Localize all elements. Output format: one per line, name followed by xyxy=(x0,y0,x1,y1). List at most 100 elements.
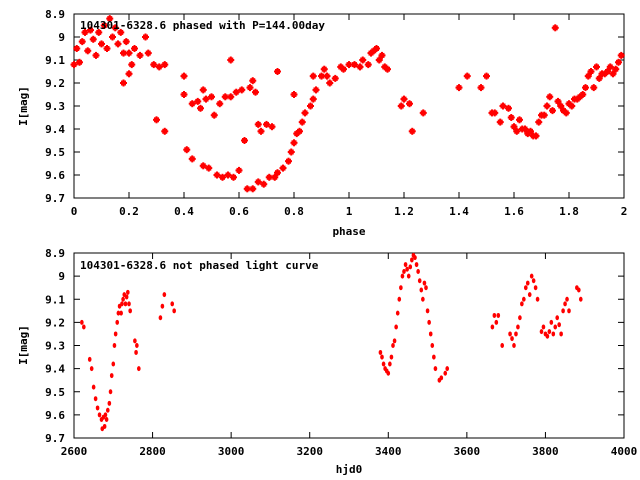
y-tick-label: 9.5 xyxy=(45,386,65,399)
data-point xyxy=(491,109,499,117)
data-point xyxy=(128,61,136,69)
data-point xyxy=(112,343,117,348)
y-tick-label: 9.7 xyxy=(45,432,65,445)
data-point xyxy=(279,164,287,172)
data-point xyxy=(499,102,507,110)
data-point xyxy=(98,40,105,48)
data-point xyxy=(543,102,551,110)
x-tick-label: 1.2 xyxy=(394,205,414,218)
data-point xyxy=(309,95,317,103)
data-point xyxy=(559,331,563,337)
y-tick-label: 9.6 xyxy=(45,169,65,182)
data-point xyxy=(512,343,516,348)
data-point xyxy=(115,319,120,325)
data-point xyxy=(408,264,413,270)
data-point xyxy=(126,289,130,295)
x-tick-label: 3200 xyxy=(296,445,323,458)
data-point xyxy=(492,312,497,318)
data-point xyxy=(104,417,109,422)
data-point xyxy=(356,63,364,71)
data-point xyxy=(546,93,554,101)
data-point xyxy=(331,74,339,82)
data-point xyxy=(257,127,265,135)
data-point xyxy=(106,15,114,23)
data-point xyxy=(100,22,108,29)
data-point xyxy=(114,40,122,48)
data-point xyxy=(199,86,207,94)
data-point xyxy=(337,63,345,71)
data-point xyxy=(153,116,160,124)
data-point xyxy=(507,114,515,121)
data-point xyxy=(593,63,600,71)
data-point xyxy=(134,349,138,355)
data-point xyxy=(577,287,581,293)
unphased-chart-title: 104301-6328.6 not phased light curve xyxy=(80,259,319,272)
data-point xyxy=(520,301,524,307)
y-tick-label: 8.9 xyxy=(45,247,65,260)
data-point xyxy=(417,278,422,284)
data-point xyxy=(490,324,495,330)
data-point xyxy=(522,296,526,302)
data-point xyxy=(111,24,119,32)
data-point xyxy=(545,333,550,339)
y-tick-label: 9.3 xyxy=(45,100,65,113)
data-point xyxy=(391,343,395,348)
data-point xyxy=(227,93,235,101)
data-point xyxy=(107,400,112,406)
data-point xyxy=(326,79,334,87)
data-point xyxy=(188,100,196,108)
data-point xyxy=(340,65,347,73)
data-point xyxy=(160,303,165,309)
data-point xyxy=(136,51,144,59)
data-point xyxy=(595,74,603,82)
data-point xyxy=(389,354,394,360)
data-point xyxy=(421,296,425,302)
data-point xyxy=(601,70,609,78)
data-point xyxy=(375,56,383,64)
data-point xyxy=(535,296,540,302)
data-point xyxy=(424,285,428,291)
y-tick-label: 9.5 xyxy=(45,146,65,159)
data-point xyxy=(584,72,592,80)
data-point xyxy=(109,373,114,379)
x-tick-label: 3600 xyxy=(454,445,481,458)
data-point xyxy=(413,255,417,261)
data-point xyxy=(161,127,169,135)
data-point xyxy=(500,343,505,348)
y-tick-label: 9.1 xyxy=(45,54,65,67)
y-tick-label: 9.2 xyxy=(45,77,65,90)
data-point xyxy=(513,127,521,135)
data-point xyxy=(554,97,562,105)
data-point xyxy=(249,77,257,85)
data-point xyxy=(505,104,512,112)
data-point xyxy=(557,322,561,328)
data-point xyxy=(254,178,262,186)
data-point xyxy=(252,88,259,96)
data-point xyxy=(70,61,78,69)
data-point xyxy=(496,118,504,126)
data-point xyxy=(293,130,301,138)
phased-y-axis-label: I[mag] xyxy=(17,86,30,126)
data-point xyxy=(158,315,163,321)
data-point xyxy=(287,148,295,156)
data-point xyxy=(109,33,116,41)
data-point xyxy=(395,310,400,316)
data-point xyxy=(93,396,98,402)
data-point xyxy=(477,84,485,92)
data-point xyxy=(135,343,139,348)
data-point xyxy=(397,102,405,110)
unphased-axis-ticks: 2600 2800 3000 3200 3400 3600 3800 4000 8.9 9 9.1 9… xyxy=(45,247,637,458)
data-point xyxy=(95,405,100,411)
data-point xyxy=(463,72,471,80)
data-point xyxy=(161,61,169,69)
data-point xyxy=(219,173,226,181)
data-point xyxy=(81,28,89,36)
data-point xyxy=(105,407,110,413)
data-point xyxy=(205,164,213,172)
data-point xyxy=(527,127,534,135)
data-point xyxy=(582,84,589,92)
data-point xyxy=(609,70,617,78)
data-point xyxy=(125,70,133,78)
data-point xyxy=(351,61,358,69)
data-point xyxy=(76,58,83,66)
